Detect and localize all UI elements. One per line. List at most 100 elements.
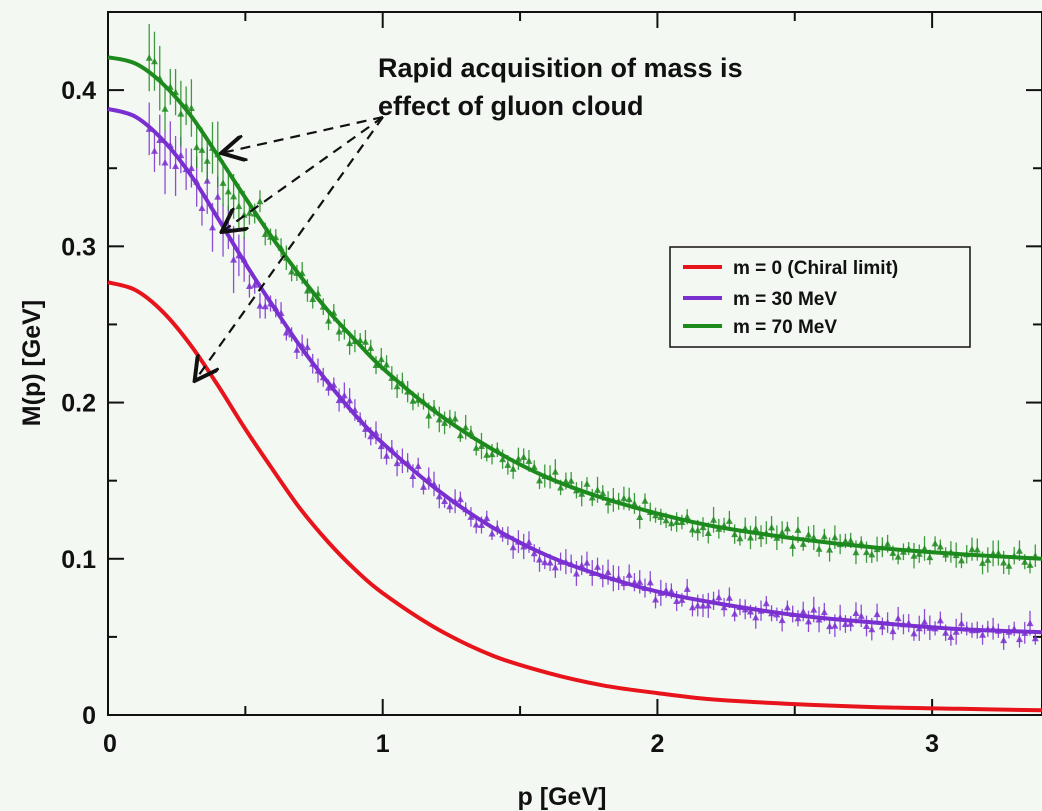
data-point: [731, 610, 739, 617]
data-point: [915, 550, 923, 557]
data-point: [979, 631, 987, 638]
legend-label-1: m = 30 MeV: [733, 289, 837, 310]
data-point: [752, 525, 760, 532]
data-point: [251, 281, 259, 288]
data-point: [567, 477, 575, 484]
data-point: [984, 556, 992, 563]
data-point: [652, 595, 660, 603]
data-point: [736, 534, 744, 542]
data-point: [372, 361, 380, 369]
data-point: [361, 338, 369, 345]
data-point: [446, 502, 454, 510]
data-point: [952, 628, 960, 635]
axis-ticks: [107, 11, 1042, 716]
data-point: [472, 444, 480, 451]
data-point: [704, 529, 712, 536]
data-point: [783, 524, 791, 532]
data-point: [810, 606, 818, 613]
data-point: [1021, 558, 1029, 565]
annotation-line-1: Rapid acquisition of mass is: [378, 53, 743, 83]
data-point: [884, 540, 892, 547]
data-point: [536, 476, 544, 484]
x-tick-label: 3: [925, 730, 939, 758]
data-point: [894, 614, 902, 622]
data-point: [383, 452, 391, 459]
data-point: [815, 545, 823, 552]
data-point: [789, 542, 797, 549]
data-point: [968, 545, 976, 553]
data-point: [488, 450, 496, 458]
data-point: [630, 499, 638, 507]
data-point: [325, 384, 333, 391]
data-point: [435, 492, 443, 500]
data-point: [678, 518, 686, 526]
data-point: [536, 555, 544, 563]
x-tick-label: 0: [103, 730, 117, 758]
data-point: [857, 612, 865, 619]
data-point: [557, 483, 565, 491]
data-point: [1000, 636, 1008, 644]
data-point: [641, 497, 649, 504]
data-point: [325, 317, 333, 324]
annotation: Rapid acquisition of mass is effect of g…: [196, 53, 743, 379]
data-point: [1026, 561, 1034, 568]
data-point: [783, 603, 791, 611]
data-point: [441, 419, 449, 426]
data-point: [1026, 619, 1034, 627]
data-point: [757, 532, 765, 540]
y-tick-label: 0.2: [61, 390, 96, 418]
data-point: [414, 462, 422, 470]
data-point: [409, 472, 417, 479]
data-point: [826, 622, 834, 630]
x-axis-title: p [GeV]: [518, 783, 607, 811]
data-point: [604, 568, 612, 576]
data-point: [852, 548, 860, 556]
data-point: [673, 597, 681, 605]
data-point: [282, 329, 290, 336]
data-point: [335, 327, 343, 335]
data-point: [847, 536, 855, 544]
data-point: [377, 355, 385, 363]
data-point: [683, 513, 691, 520]
data-point: [467, 513, 475, 520]
data-point: [746, 607, 754, 615]
data-point: [799, 540, 807, 547]
data-point: [979, 559, 987, 566]
data-point: [636, 578, 644, 585]
data-point: [377, 442, 385, 450]
data-point: [778, 616, 786, 624]
data-point: [187, 104, 195, 112]
legend-label-0: m = 0 (Chiral limit): [733, 258, 898, 279]
data-point: [477, 521, 485, 529]
data-point: [620, 494, 628, 502]
data-point: [1015, 547, 1023, 554]
data-point: [483, 514, 491, 522]
data-point: [704, 601, 712, 609]
data-point: [293, 346, 301, 353]
data-point: [673, 518, 681, 526]
data-point: [863, 622, 871, 630]
annotation-arrow: [223, 115, 384, 153]
data-point: [219, 179, 227, 186]
data-point: [551, 563, 559, 571]
data-point: [472, 521, 480, 528]
data-point: [261, 230, 269, 237]
data-point: [504, 461, 512, 468]
y-tick-label: 0.1: [61, 546, 96, 574]
data-point: [245, 282, 253, 289]
x-tick-label: 1: [376, 730, 390, 758]
data-point: [688, 603, 696, 611]
data-point: [261, 302, 269, 310]
data-point: [177, 110, 185, 117]
data-point: [725, 594, 733, 601]
data-point: [367, 344, 375, 351]
data-point: [419, 483, 427, 490]
data-point: [794, 526, 802, 533]
series-line-1: [107, 106, 1042, 635]
data-point: [172, 162, 180, 170]
data-point: [456, 431, 464, 439]
data-point: [847, 620, 855, 627]
annotation-line-2: effect of gluon cloud: [378, 91, 643, 121]
data-point: [667, 519, 675, 527]
data-point: [894, 553, 902, 560]
